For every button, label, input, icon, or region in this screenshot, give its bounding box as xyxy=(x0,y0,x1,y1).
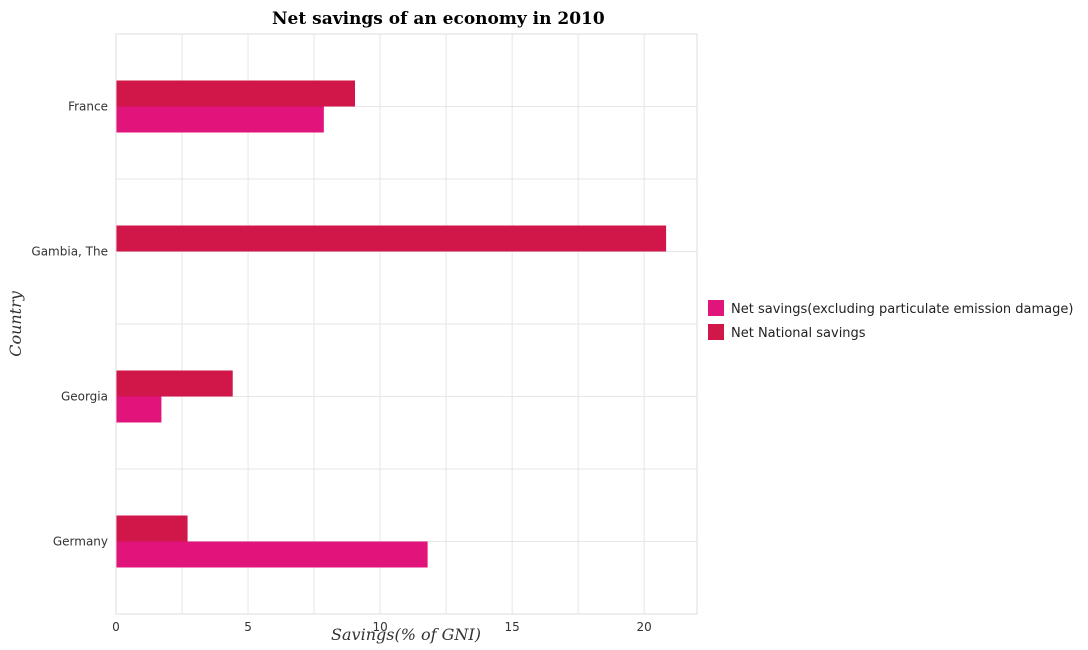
legend-swatch xyxy=(708,300,724,316)
y-axis-label: Country xyxy=(6,290,25,357)
legend-swatch xyxy=(708,324,724,340)
bars xyxy=(116,80,667,568)
x-tick-label: 15 xyxy=(504,620,519,634)
y-tick-labels: France Gambia, The Georgia Germany xyxy=(31,100,108,549)
y-tick-label: Georgia xyxy=(61,390,108,404)
y-tick-label: France xyxy=(68,100,108,114)
chart-title: Net savings of an economy in 2010 xyxy=(272,9,605,29)
x-tick-labels: 0 5 10 15 20 xyxy=(112,620,652,634)
bar-net-savings-excl-0 xyxy=(116,106,324,133)
legend-label: Net savings(excluding particulate emissi… xyxy=(731,302,1073,317)
x-tick-label: 5 xyxy=(244,620,252,634)
x-tick-label: 20 xyxy=(637,620,652,634)
bar-net-national-savings-1 xyxy=(116,225,667,252)
legend-label: Net National savings xyxy=(731,326,866,341)
bar-net-national-savings-3 xyxy=(116,515,188,542)
x-axis-label: Savings(% of GNI) xyxy=(331,625,481,644)
x-tick-label: 10 xyxy=(372,620,387,634)
bar-net-savings-excl-3 xyxy=(116,541,428,568)
bar-net-national-savings-2 xyxy=(116,370,233,397)
y-tick-label: Gambia, The xyxy=(31,245,108,259)
bar-net-national-savings-0 xyxy=(116,80,356,107)
legend: Net savings(excluding particulate emissi… xyxy=(708,300,1073,341)
plot-frame xyxy=(115,33,698,615)
bar-net-savings-excl-2 xyxy=(116,396,162,423)
y-tick-label: Germany xyxy=(53,535,108,549)
x-tick-label: 0 xyxy=(112,620,120,634)
